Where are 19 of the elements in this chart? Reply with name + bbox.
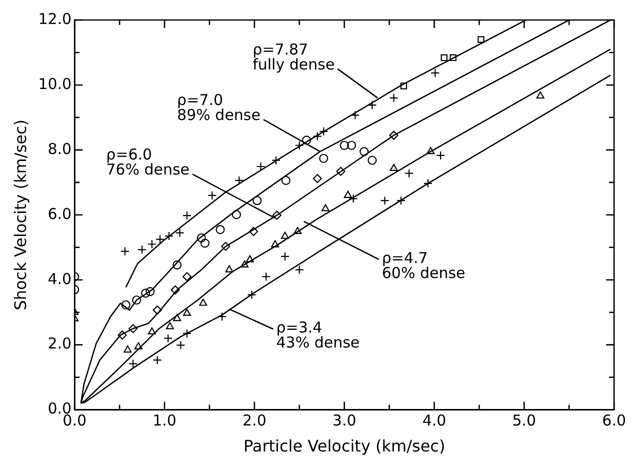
x-axis-title: Particle Velocity (km/sec)	[243, 436, 446, 456]
y-tick-label: 8.0	[48, 140, 72, 158]
x-tick-label: 1.0	[152, 412, 176, 430]
y-tick-label: 2.0	[48, 334, 72, 353]
annotation: ρ=7.0 89% dense	[177, 90, 260, 124]
annotation: ρ=3.4 43% dense	[276, 318, 360, 352]
y-tick-label: 12.0	[38, 10, 72, 28]
annotation: ρ=7.87 fully dense	[252, 40, 335, 74]
x-tick-label: 2.0	[242, 412, 266, 430]
y-tick-label: 10.0	[38, 74, 72, 93]
y-tick-label: 6.0	[48, 204, 72, 223]
x-tick-label: 3.0	[332, 412, 356, 430]
y-axis-title: Shock Velocity (km/sec)	[10, 120, 30, 310]
annotation: ρ=4.7 60% dense	[382, 248, 466, 282]
y-tick-label: 4.0	[48, 270, 72, 288]
annotation: ρ=6.0 76% dense	[106, 146, 190, 179]
x-tick-label: 5.0	[512, 412, 536, 430]
x-tick-label: 6.0	[602, 412, 626, 430]
x-tick-label: 4.0	[422, 412, 446, 430]
